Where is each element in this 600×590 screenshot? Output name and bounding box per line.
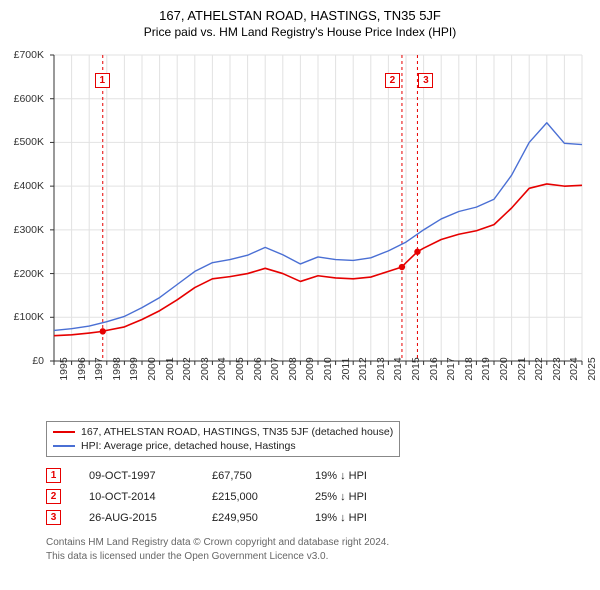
x-tick-label: 2015 [410,357,422,380]
y-tick-label: £300K [14,224,44,236]
x-tick-label: 1998 [111,357,123,380]
x-tick-label: 2004 [216,357,228,380]
x-tick-label: 2013 [375,357,387,380]
footer-line2: This data is licensed under the Open Gov… [46,550,590,564]
x-tick-label: 2007 [269,357,281,380]
event-marker-3: 3 [418,73,433,88]
x-tick-label: 2022 [533,357,545,380]
y-tick-label: £400K [14,180,44,192]
footer-line1: Contains HM Land Registry data © Crown c… [46,536,590,550]
sale-marker: 1 [46,468,61,483]
sale-row: 3 26-AUG-2015 £249,950 19% ↓ HPI [46,507,590,528]
sale-date: 09-OCT-1997 [89,470,184,482]
x-tick-label: 2010 [322,357,334,380]
x-tick-label: 2006 [252,357,264,380]
sale-price: £215,000 [212,491,287,503]
legend-swatch [53,431,75,433]
x-tick-label: 2000 [146,357,158,380]
x-tick-label: 2003 [199,357,211,380]
x-tick-label: 2016 [428,357,440,380]
x-tick-label: 2014 [392,357,404,380]
y-tick-label: £700K [14,49,44,61]
legend-swatch [53,445,75,447]
x-tick-label: 2017 [445,357,457,380]
x-tick-label: 1999 [128,357,140,380]
sale-date: 10-OCT-2014 [89,491,184,503]
sale-marker: 3 [46,510,61,525]
y-tick-label: £100K [14,311,44,323]
chart-container: 167, ATHELSTAN ROAD, HASTINGS, TN35 5JF … [0,0,600,573]
y-tick-label: £500K [14,136,44,148]
sale-price: £249,950 [212,512,287,524]
sale-price: £67,750 [212,470,287,482]
legend-label: 167, ATHELSTAN ROAD, HASTINGS, TN35 5JF … [81,426,393,438]
x-tick-label: 2024 [568,357,580,380]
sale-diff: 19% ↓ HPI [315,512,400,524]
x-tick-label: 2019 [480,357,492,380]
x-tick-label: 2012 [357,357,369,380]
sale-diff: 19% ↓ HPI [315,470,400,482]
sale-row: 2 10-OCT-2014 £215,000 25% ↓ HPI [46,486,590,507]
y-tick-label: £0 [32,355,44,367]
x-tick-label: 1997 [93,357,105,380]
sale-diff: 25% ↓ HPI [315,491,400,503]
y-tick-label: £200K [14,268,44,280]
x-tick-label: 2023 [551,357,563,380]
sale-marker: 2 [46,489,61,504]
legend: 167, ATHELSTAN ROAD, HASTINGS, TN35 5JF … [46,421,400,457]
x-tick-label: 2008 [287,357,299,380]
chart-plot-area: £0 £100K £200K £300K £400K £500K £600K £700K 19… [10,47,590,417]
x-tick-label: 2020 [498,357,510,380]
x-tick-label: 2018 [463,357,475,380]
event-marker-1: 1 [95,73,110,88]
x-tick-label: 1995 [58,357,70,380]
sale-date: 26-AUG-2015 [89,512,184,524]
chart-subtitle: Price paid vs. HM Land Registry's House … [10,25,590,39]
x-tick-label: 2005 [234,357,246,380]
x-tick-label: 1996 [76,357,88,380]
legend-item: 167, ATHELSTAN ROAD, HASTINGS, TN35 5JF … [53,425,393,439]
sale-row: 1 09-OCT-1997 £67,750 19% ↓ HPI [46,465,590,486]
x-tick-label: 2001 [164,357,176,380]
y-tick-label: £600K [14,93,44,105]
x-tick-label: 2021 [516,357,528,380]
x-tick-label: 2011 [340,358,352,381]
event-marker-2: 2 [385,73,400,88]
legend-item: HPI: Average price, detached house, Hast… [53,439,393,453]
sales-table: 1 09-OCT-1997 £67,750 19% ↓ HPI 2 10-OCT-2014… [46,465,590,528]
x-tick-label: 2009 [304,357,316,380]
x-tick-label: 2025 [586,357,598,380]
x-tick-label: 2002 [181,357,193,380]
footer-attribution: Contains HM Land Registry data © Crown c… [46,536,590,563]
legend-label: HPI: Average price, detached house, Hast… [81,440,296,452]
chart-title: 167, ATHELSTAN ROAD, HASTINGS, TN35 5JF [10,8,590,23]
